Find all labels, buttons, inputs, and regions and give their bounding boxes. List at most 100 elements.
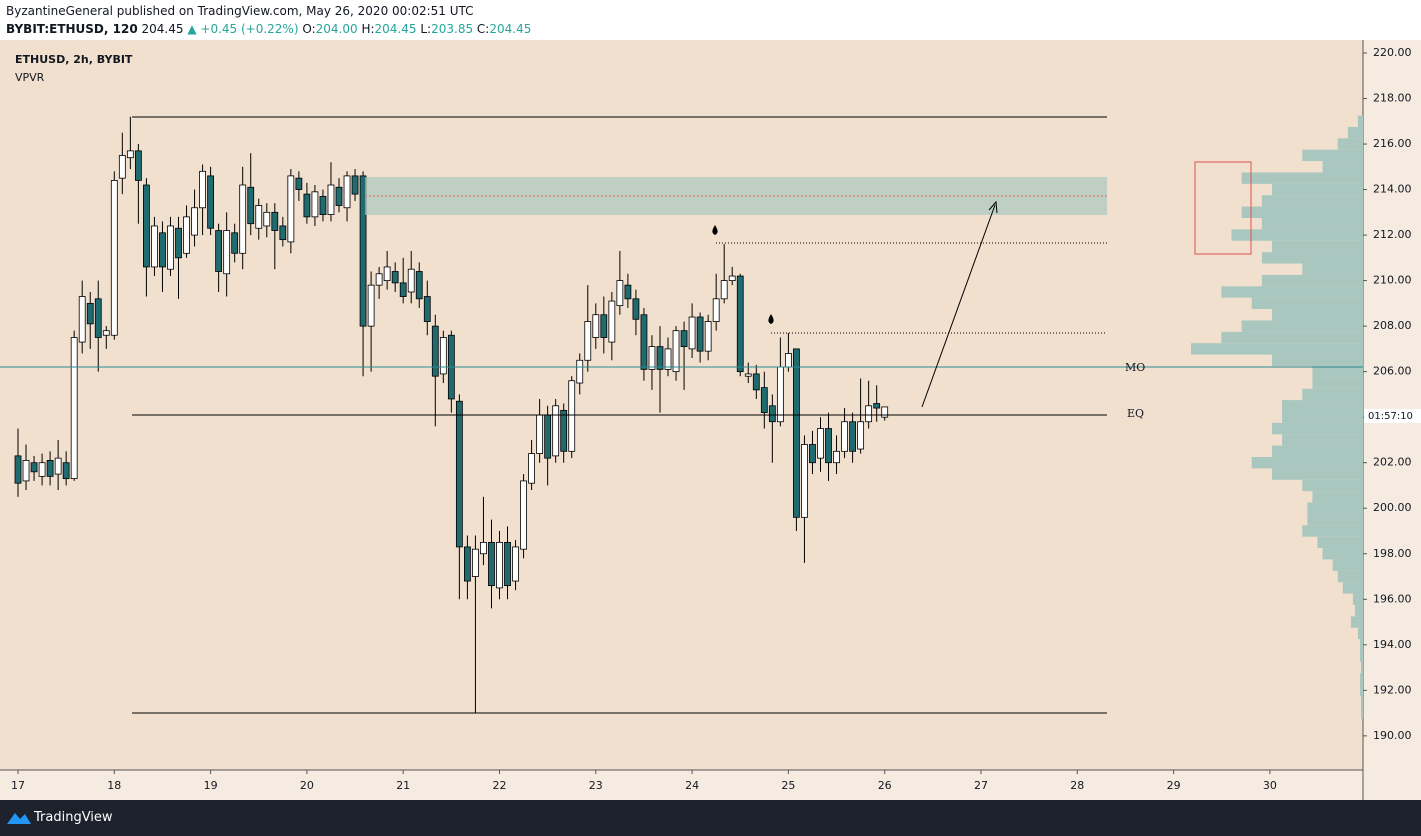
candle-body xyxy=(247,186,255,225)
axis-bg xyxy=(0,770,1363,800)
x-tick-label: 28 xyxy=(1070,779,1084,792)
last: 204.45 xyxy=(141,22,184,36)
volume-bar xyxy=(1312,377,1363,389)
logo xyxy=(7,813,31,824)
volume-bar xyxy=(1360,661,1363,674)
candle-body xyxy=(464,546,471,582)
candle-body xyxy=(263,211,271,227)
candle-body xyxy=(480,541,487,555)
candle-body xyxy=(528,453,535,484)
candle-body xyxy=(608,300,616,343)
candle-body xyxy=(536,414,544,454)
candle-body xyxy=(311,191,319,218)
x-tick-label: 30 xyxy=(1263,779,1277,792)
volume-bar xyxy=(1302,525,1363,537)
volume-bar xyxy=(1332,559,1363,571)
candle-body xyxy=(94,298,102,338)
volume-bar xyxy=(1191,343,1363,355)
volume-bar xyxy=(1312,491,1363,503)
volume-bar xyxy=(1302,263,1363,275)
candle-body xyxy=(680,330,688,348)
candle-body xyxy=(712,298,720,322)
candle-body xyxy=(431,325,439,377)
brand: TradingView xyxy=(34,810,113,825)
candle-body xyxy=(560,409,568,452)
candle-body xyxy=(126,150,134,159)
candle-body xyxy=(624,284,632,300)
chart-title: ETHUSD, 2h, BYBIT xyxy=(15,53,133,66)
candle-body xyxy=(335,186,343,206)
label: L: xyxy=(420,22,432,36)
candle-body xyxy=(38,462,46,477)
x-tick-label: 27 xyxy=(974,779,988,792)
plot-bg xyxy=(0,40,1363,770)
volume-bar xyxy=(1271,468,1363,480)
candle-body xyxy=(552,405,560,457)
candle-body xyxy=(728,275,736,282)
candle-body xyxy=(568,380,576,452)
volume-bar xyxy=(1271,422,1363,435)
volume-bar xyxy=(1322,161,1363,173)
candle-body xyxy=(199,170,206,209)
countdown: 01:57:10 xyxy=(1368,411,1413,422)
y-tick-label: 208.00 xyxy=(1373,319,1412,332)
label: C: xyxy=(476,22,490,36)
candle-body xyxy=(752,373,760,391)
candle-body xyxy=(592,314,600,338)
candle-body xyxy=(600,314,608,338)
volume-bar xyxy=(1221,331,1363,344)
candle-body xyxy=(54,457,62,475)
volume-bar xyxy=(1360,707,1363,719)
candle-body xyxy=(167,225,174,270)
x-tick-label: 18 xyxy=(107,779,121,792)
candle-body xyxy=(255,205,263,229)
volume-bar xyxy=(1241,172,1363,184)
candle-body xyxy=(239,184,247,254)
volume-bar xyxy=(1317,536,1363,549)
candle-body xyxy=(544,414,552,459)
candle-body xyxy=(287,175,295,243)
candle-body xyxy=(223,230,231,275)
drop-icon xyxy=(712,225,718,235)
candle-body xyxy=(488,541,495,587)
volume-bar xyxy=(1359,650,1363,662)
candle-body xyxy=(512,546,519,582)
candle-body xyxy=(78,296,86,343)
candle-body xyxy=(873,403,881,409)
candle-body xyxy=(110,180,118,336)
chart: ETHUSD, 2h, BYBIT VPVR MO EQ 190.00 192.0… xyxy=(0,40,1421,800)
y-tick-label: 196.00 xyxy=(1373,592,1412,605)
candle-body xyxy=(159,232,166,268)
candle-body xyxy=(857,421,865,450)
candle-body xyxy=(825,428,832,464)
candle-body xyxy=(616,280,624,307)
open: 204.00 xyxy=(315,22,358,36)
volume-bar xyxy=(1357,115,1363,127)
candle-body xyxy=(768,405,776,423)
candle-body xyxy=(175,227,182,259)
candle-body xyxy=(664,348,672,370)
y-tick-label: 220.00 xyxy=(1373,46,1412,59)
x-tick-label: 17 xyxy=(11,779,25,792)
volume-bar xyxy=(1352,593,1363,605)
annotation: MO xyxy=(1125,361,1145,374)
header: ByzantineGeneral published on TradingVie… xyxy=(0,0,1421,40)
volume-bar xyxy=(1282,411,1363,423)
y-tick-label: 194.00 xyxy=(1373,638,1412,651)
symbol: BYBIT:ETHUSD, 120 xyxy=(6,22,138,36)
volume-bar xyxy=(1337,138,1363,150)
candle-body xyxy=(134,150,142,181)
volume-bar xyxy=(1354,604,1363,617)
volume-bar xyxy=(1271,445,1363,458)
candle-body xyxy=(303,193,311,218)
y-tick-label: 218.00 xyxy=(1373,92,1412,105)
volume-bar xyxy=(1251,457,1363,469)
low: 203.85 xyxy=(431,22,474,36)
x-tick-label: 26 xyxy=(878,779,892,792)
candle-body xyxy=(520,480,527,550)
candle-body xyxy=(776,366,784,423)
candle-body xyxy=(672,330,680,373)
volume-bar xyxy=(1359,639,1363,651)
volume-bar xyxy=(1302,479,1363,492)
